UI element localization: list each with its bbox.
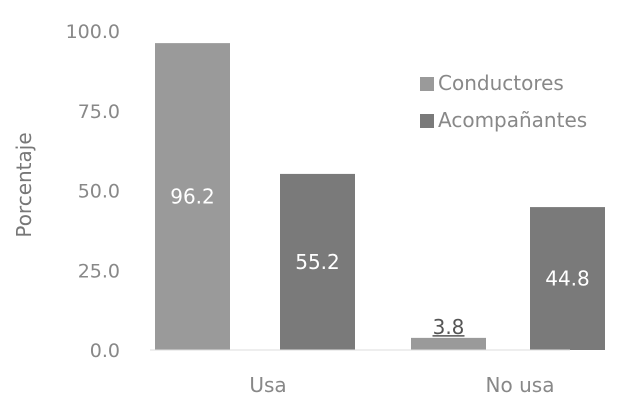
legend-label: Conductores — [438, 71, 564, 95]
legend-swatch-conductores — [420, 77, 434, 91]
y-tick-label: 100.0 — [66, 21, 120, 43]
x-tick-label: No usa — [486, 373, 555, 397]
y-tick-label: 50.0 — [78, 181, 120, 203]
legend: Conductores Acompañantes — [420, 71, 587, 132]
y-tick-label: 25.0 — [78, 260, 120, 282]
legend-label: Acompañantes — [438, 108, 587, 132]
data-label: 44.8 — [545, 267, 590, 291]
bar-conductores-usa — [155, 43, 230, 350]
data-label: 3.8 — [433, 315, 465, 339]
bar-conductores-no-usa — [411, 337, 486, 350]
data-label: 55.2 — [295, 250, 340, 274]
value-labels: 96.2 55.2 3.8 44.8 — [170, 185, 590, 339]
y-axis-label: Porcentaje — [12, 132, 36, 237]
data-label: 96.2 — [170, 185, 215, 209]
y-tick-label: 75.0 — [78, 101, 120, 123]
y-axis: 0.0 25.0 50.0 75.0 100.0 — [66, 21, 120, 362]
x-axis: Usa No usa — [150, 349, 570, 397]
bar-acompañantes-no-usa — [530, 207, 605, 350]
y-tick-label: 0.0 — [90, 340, 120, 362]
bar-acompañantes-usa — [280, 173, 355, 350]
bars — [155, 43, 605, 350]
legend-swatch-acompañantes — [420, 114, 434, 128]
x-tick-label: Usa — [249, 373, 286, 397]
